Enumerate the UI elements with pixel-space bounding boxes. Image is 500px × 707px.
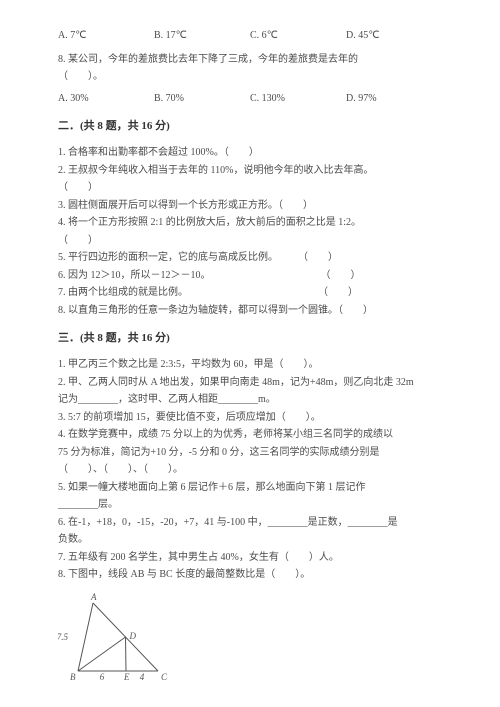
exam-page: A. 7℃ B. 17℃ C. 6℃ D. 45℃ 8. 某公司，今年的差旅费比… xyxy=(0,0,500,707)
s2-q1: 1. 合格率和出勤率都不会超过 100%。（ ） xyxy=(58,145,442,161)
svg-text:6: 6 xyxy=(100,672,105,682)
q7-opt-b: B. 17℃ xyxy=(154,28,250,44)
s2-q4a: 4. 将一个正方形按照 2:1 的比例放大后，放大前后的面积之比是 1:2。 xyxy=(58,215,442,231)
triangle-figure: A B C D E 7.5 6 4 xyxy=(58,591,178,686)
q8-opt-a: A. 30% xyxy=(58,91,154,107)
svg-text:B: B xyxy=(70,672,76,682)
s3-q7: 7. 五年级有 200 名学生，其中男生占 40%，女生有（ ）人。 xyxy=(58,550,442,566)
svg-text:A: A xyxy=(90,592,97,602)
s3-q1: 1. 甲乙丙三个数之比是 2:3:5，平均数为 60，甲是（ ）。 xyxy=(58,357,442,373)
s3-q6b: 负数。 xyxy=(58,532,442,548)
q8-opt-d: D. 97% xyxy=(346,91,442,107)
q7-opt-a: A. 7℃ xyxy=(58,28,154,44)
q8-paren: （ ）。 xyxy=(58,69,442,85)
svg-text:4: 4 xyxy=(140,672,145,682)
q8-text: 8. 某公司，今年的差旅费比去年下降了三成，今年的差旅费是去年的 xyxy=(58,52,442,68)
svg-text:7.5: 7.5 xyxy=(58,632,69,642)
s2-q4b: （ ） xyxy=(58,233,442,249)
section-2-title: 二．(共 8 题，共 16 分) xyxy=(58,118,442,135)
s2-q5: 5. 平行四边形的面积一定，它的底与高成反比例。 （ ） xyxy=(58,250,442,266)
svg-text:E: E xyxy=(123,672,130,682)
s3-q4c: （ ）、（ ）、（ ）。 xyxy=(58,462,442,478)
s3-q4a: 4. 在数学竞赛中，成绩 75 分以上的为优秀，老师将某小组三名同学的成绩以 xyxy=(58,427,442,443)
section-3-title: 三．(共 8 题，共 16 分) xyxy=(58,330,442,347)
s2-q2b: （ ） xyxy=(58,180,442,196)
s3-q5a: 5. 如果一幢大楼地面向上第 6 层记作＋6 层，那么地面向下第 1 层记作 xyxy=(58,480,442,496)
svg-text:D: D xyxy=(129,631,137,641)
s2-q2a: 2. 王叔叔今年纯收入相当于去年的 110%，说明他今年的收入比去年高。 xyxy=(58,163,442,179)
s3-q3: 3. 5:7 的前项增加 15，要使比值不变，后项应增加（ ）。 xyxy=(58,410,442,426)
s3-q2b: 记为________，这时甲、乙两人相距________m。 xyxy=(58,392,442,408)
s3-q2a: 2. 甲、乙两人同时从 A 地出发，如果甲向南走 48m，记为+48m，则乙向北… xyxy=(58,375,442,391)
s3-q8: 8. 下图中，线段 AB 与 BC 长度的最简整数比是（ ）。 xyxy=(58,567,442,583)
q8-options-row: A. 30% B. 70% C. 130% D. 97% xyxy=(58,91,442,107)
s3-q5b: ________层。 xyxy=(58,497,442,513)
q8-opt-b: B. 70% xyxy=(154,91,250,107)
s3-q6a: 6. 在-1，+18，0，-15，-20，+7，41 与-100 中，_____… xyxy=(58,515,442,531)
s3-q4b: 75 分为标准，简记为+10 分，-5 分和 0 分，这三名同学的实际成绩分别是 xyxy=(58,445,442,461)
s2-q3: 3. 圆柱侧面展开后可以得到一个长方形或正方形。（ ） xyxy=(58,198,442,214)
s2-q6: 6. 因为 12＞10，所以－12＞－10。 （ ） xyxy=(58,268,442,284)
q8-opt-c: C. 130% xyxy=(250,91,346,107)
q7-opt-c: C. 6℃ xyxy=(250,28,346,44)
q7-options-row: A. 7℃ B. 17℃ C. 6℃ D. 45℃ xyxy=(58,28,442,44)
q7-opt-d: D. 45℃ xyxy=(346,28,442,44)
s2-q8: 8. 以直角三角形的任意一条边为轴旋转，都可以得到一个圆锥。（ ） xyxy=(58,303,442,319)
s2-q7: 7. 由两个比组成的就是比例。 （ ） xyxy=(58,285,442,301)
svg-text:C: C xyxy=(161,672,168,682)
